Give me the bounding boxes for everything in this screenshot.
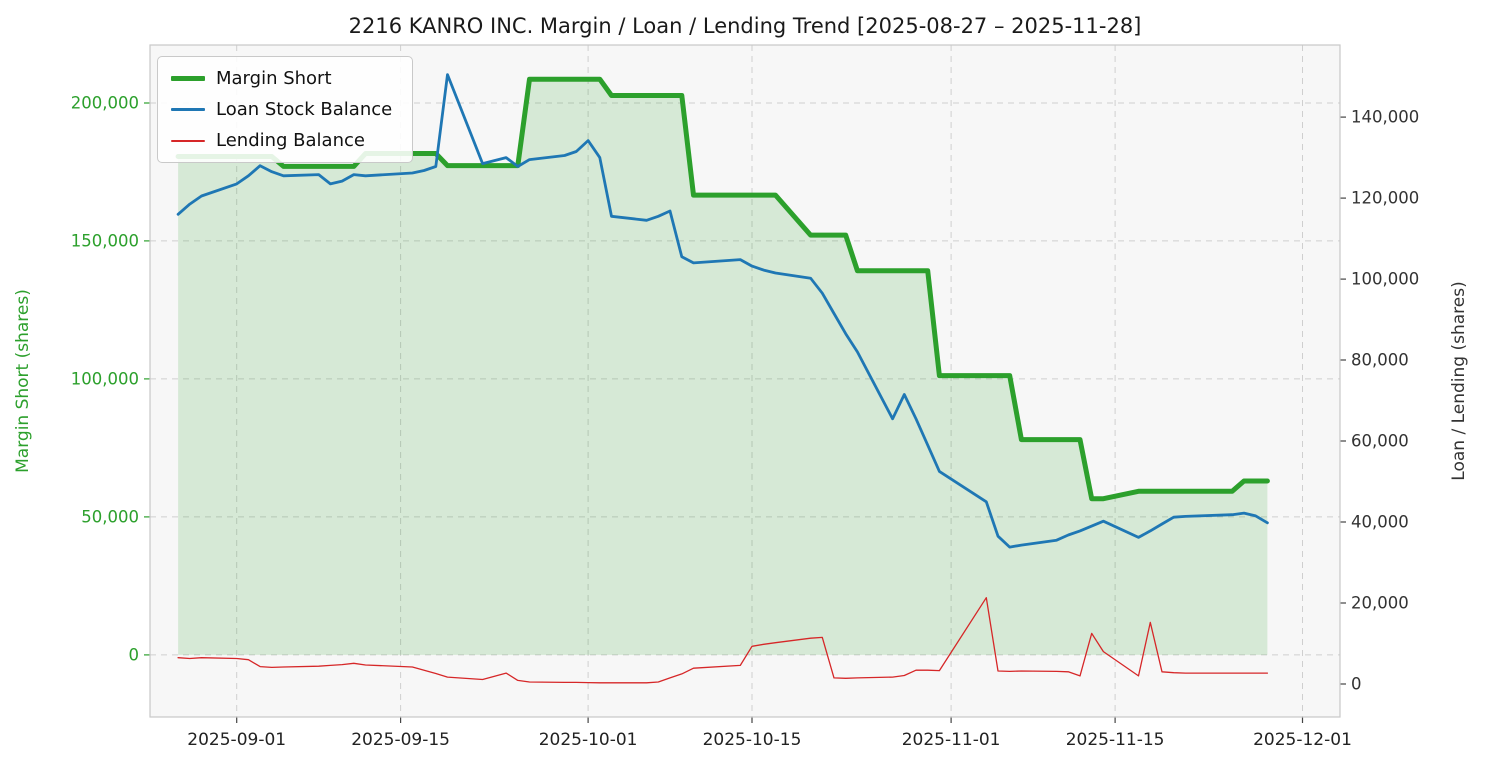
legend-label-margin-short: Margin Short (216, 68, 332, 89)
right-axis-tick-label: 60,000 (1351, 432, 1409, 451)
right-axis-tick-label: 20,000 (1351, 594, 1409, 613)
margin-short-area (178, 79, 1268, 655)
chart-title: 2216 KANRO INC. Margin / Loan / Lending … (348, 14, 1142, 38)
right-axis-tick-label: 100,000 (1351, 270, 1419, 289)
legend-item-margin-short: Margin Short (171, 68, 392, 89)
right-axis-tick-label: 40,000 (1351, 513, 1409, 532)
right-axis-tick-label: 140,000 (1351, 108, 1419, 127)
margin-short-line-swatch (171, 76, 205, 81)
legend-label-loan-stock-balance: Loan Stock Balance (216, 99, 393, 120)
legend-item-lending-balance: Lending Balance (171, 130, 392, 151)
right-axis-tick-label: 0 (1351, 675, 1362, 694)
right-axis-label: Loan / Lending (shares) (1449, 281, 1469, 481)
x-axis-tick-label: 2025-10-15 (703, 730, 802, 750)
x-axis-tick-label: 2025-09-01 (187, 730, 286, 750)
left-axis-tick-label: 0 (129, 645, 140, 664)
x-axis-tick-label: 2025-12-01 (1253, 730, 1352, 750)
series-line-2 (177, 597, 1269, 684)
left-axis-tick-label: 100,000 (71, 369, 139, 388)
lending-balance-line-swatch (171, 139, 205, 142)
legend-label-lending-balance: Lending Balance (216, 130, 365, 151)
x-axis-tick-label: 2025-09-15 (351, 730, 450, 750)
left-axis-tick-label: 150,000 (71, 231, 139, 250)
left-axis-label: Margin Short (shares) (13, 289, 33, 473)
x-axis-tick-label: 2025-11-01 (902, 730, 1001, 750)
x-axis-tick-label: 2025-10-01 (539, 730, 638, 750)
legend: Margin Short Loan Stock Balance Lending … (157, 56, 414, 163)
series-line-0 (175, 76, 1270, 502)
right-axis-tick-label: 120,000 (1351, 189, 1419, 208)
left-axis-tick-label: 50,000 (81, 507, 139, 526)
loan-stock-balance-line-swatch (171, 108, 205, 111)
x-axis-tick-label: 2025-11-15 (1066, 730, 1165, 750)
series-line-1 (176, 73, 1269, 549)
right-axis-tick-label: 80,000 (1351, 351, 1409, 370)
left-axis-tick-label: 200,000 (71, 94, 139, 113)
legend-item-loan-stock-balance: Loan Stock Balance (171, 99, 392, 120)
plot-border (149, 44, 1341, 718)
